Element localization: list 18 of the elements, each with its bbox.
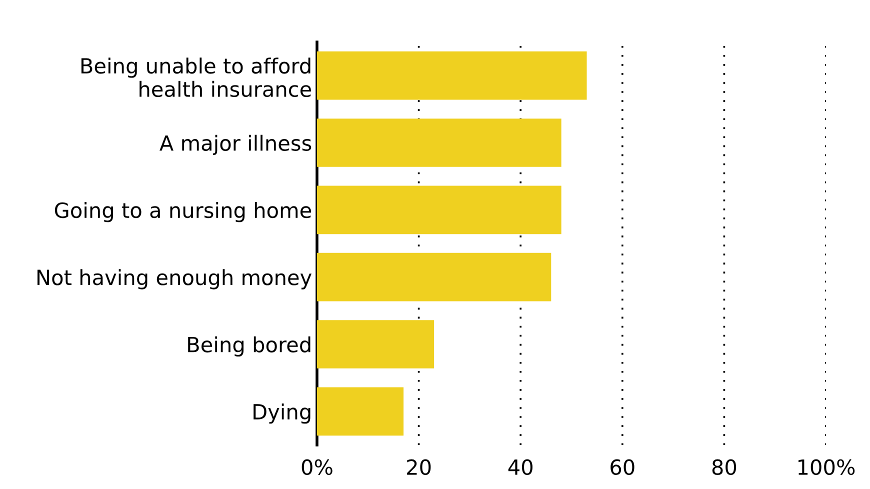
x-tick-label: 20 (407, 459, 431, 476)
x-tick-label: 60 (610, 459, 634, 476)
bar (317, 51, 587, 100)
bar (317, 387, 404, 436)
y-tick-label: Being unable to afford health insurance (81, 58, 312, 98)
y-tick-label: Not having enough money (38, 269, 312, 290)
x-tick-label: 80 (712, 459, 736, 476)
y-tick-label: Dying (254, 404, 310, 424)
bar (317, 118, 562, 167)
y-tick-label: Being bored (188, 336, 310, 356)
x-tick-label: 0% (302, 459, 332, 476)
x-tick-label: 100% (798, 459, 855, 476)
y-tick-label: Going to a nursing home (54, 202, 312, 222)
bar (317, 186, 562, 234)
y-tick-label: A major illness (160, 134, 312, 155)
bar (317, 252, 552, 302)
bar (317, 320, 434, 368)
x-tick-label: 40 (508, 459, 532, 476)
